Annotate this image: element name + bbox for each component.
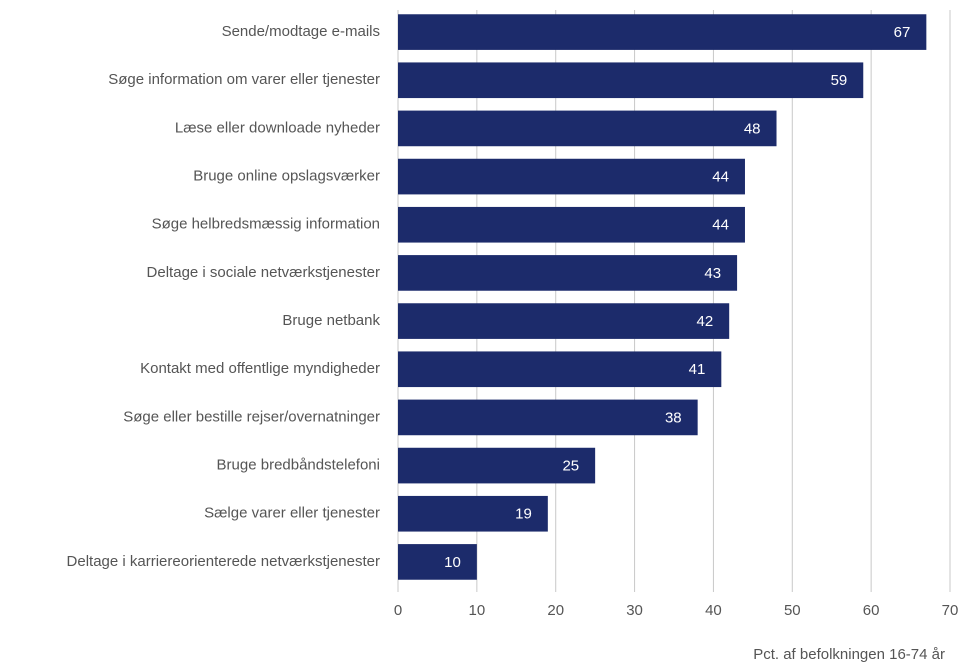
y-tick-label: Bruge netbank bbox=[282, 312, 380, 329]
bar bbox=[398, 495, 548, 532]
bar bbox=[398, 544, 477, 580]
bar bbox=[398, 158, 745, 195]
y-tick-label: Søge information om varer eller tjeneste… bbox=[108, 71, 380, 88]
value-label: 19 bbox=[515, 506, 532, 523]
x-tick-label: 0 bbox=[394, 602, 402, 619]
bar bbox=[398, 206, 745, 243]
x-tick-label: 50 bbox=[784, 602, 801, 619]
bar bbox=[398, 447, 596, 484]
y-tick-label: Sende/modtage e-mails bbox=[222, 23, 380, 40]
bar bbox=[398, 62, 864, 99]
value-label: 43 bbox=[704, 265, 721, 282]
x-tick-label: 30 bbox=[626, 602, 643, 619]
x-tick-label: 20 bbox=[547, 602, 564, 619]
value-label: 44 bbox=[712, 169, 729, 186]
y-tick-label: Søge helbredsmæssig information bbox=[152, 216, 380, 233]
y-tick-label: Deltage i karriereorienterede netværkstj… bbox=[67, 553, 380, 570]
value-label: 44 bbox=[712, 217, 729, 234]
y-tick-label: Bruge online opslagsværker bbox=[193, 168, 380, 185]
bar bbox=[398, 255, 738, 291]
bar bbox=[398, 303, 730, 339]
bar bbox=[398, 351, 722, 388]
y-tick-label: Læse eller downloade nyheder bbox=[175, 119, 380, 136]
x-tick-label: 10 bbox=[469, 602, 486, 619]
y-tick-label: Kontakt med offentlige myndigheder bbox=[140, 360, 380, 377]
value-label: 25 bbox=[562, 458, 579, 475]
value-label: 67 bbox=[894, 24, 911, 41]
y-tick-label: Sælge varer eller tjenester bbox=[204, 505, 380, 522]
value-label: 38 bbox=[665, 409, 682, 426]
x-tick-label: 70 bbox=[942, 602, 959, 619]
value-label: 42 bbox=[697, 313, 714, 330]
y-tick-label: Søge eller bestille rejser/overnatninger bbox=[123, 408, 380, 425]
value-label: 59 bbox=[831, 72, 848, 89]
value-label: 41 bbox=[689, 361, 706, 378]
x-tick-label: 40 bbox=[705, 602, 722, 619]
bar bbox=[398, 399, 698, 436]
x-axis-label: Pct. af befolkningen 16-74 år bbox=[753, 646, 945, 663]
y-tick-label: Deltage i sociale netværkstjenester bbox=[147, 264, 380, 281]
bar bbox=[398, 110, 777, 147]
y-tick-label: Bruge bredbåndstelefoni bbox=[217, 457, 380, 474]
value-label: 10 bbox=[444, 554, 461, 571]
value-label: 48 bbox=[744, 120, 761, 137]
x-tick-label: 60 bbox=[863, 602, 880, 619]
bar bbox=[398, 14, 927, 50]
